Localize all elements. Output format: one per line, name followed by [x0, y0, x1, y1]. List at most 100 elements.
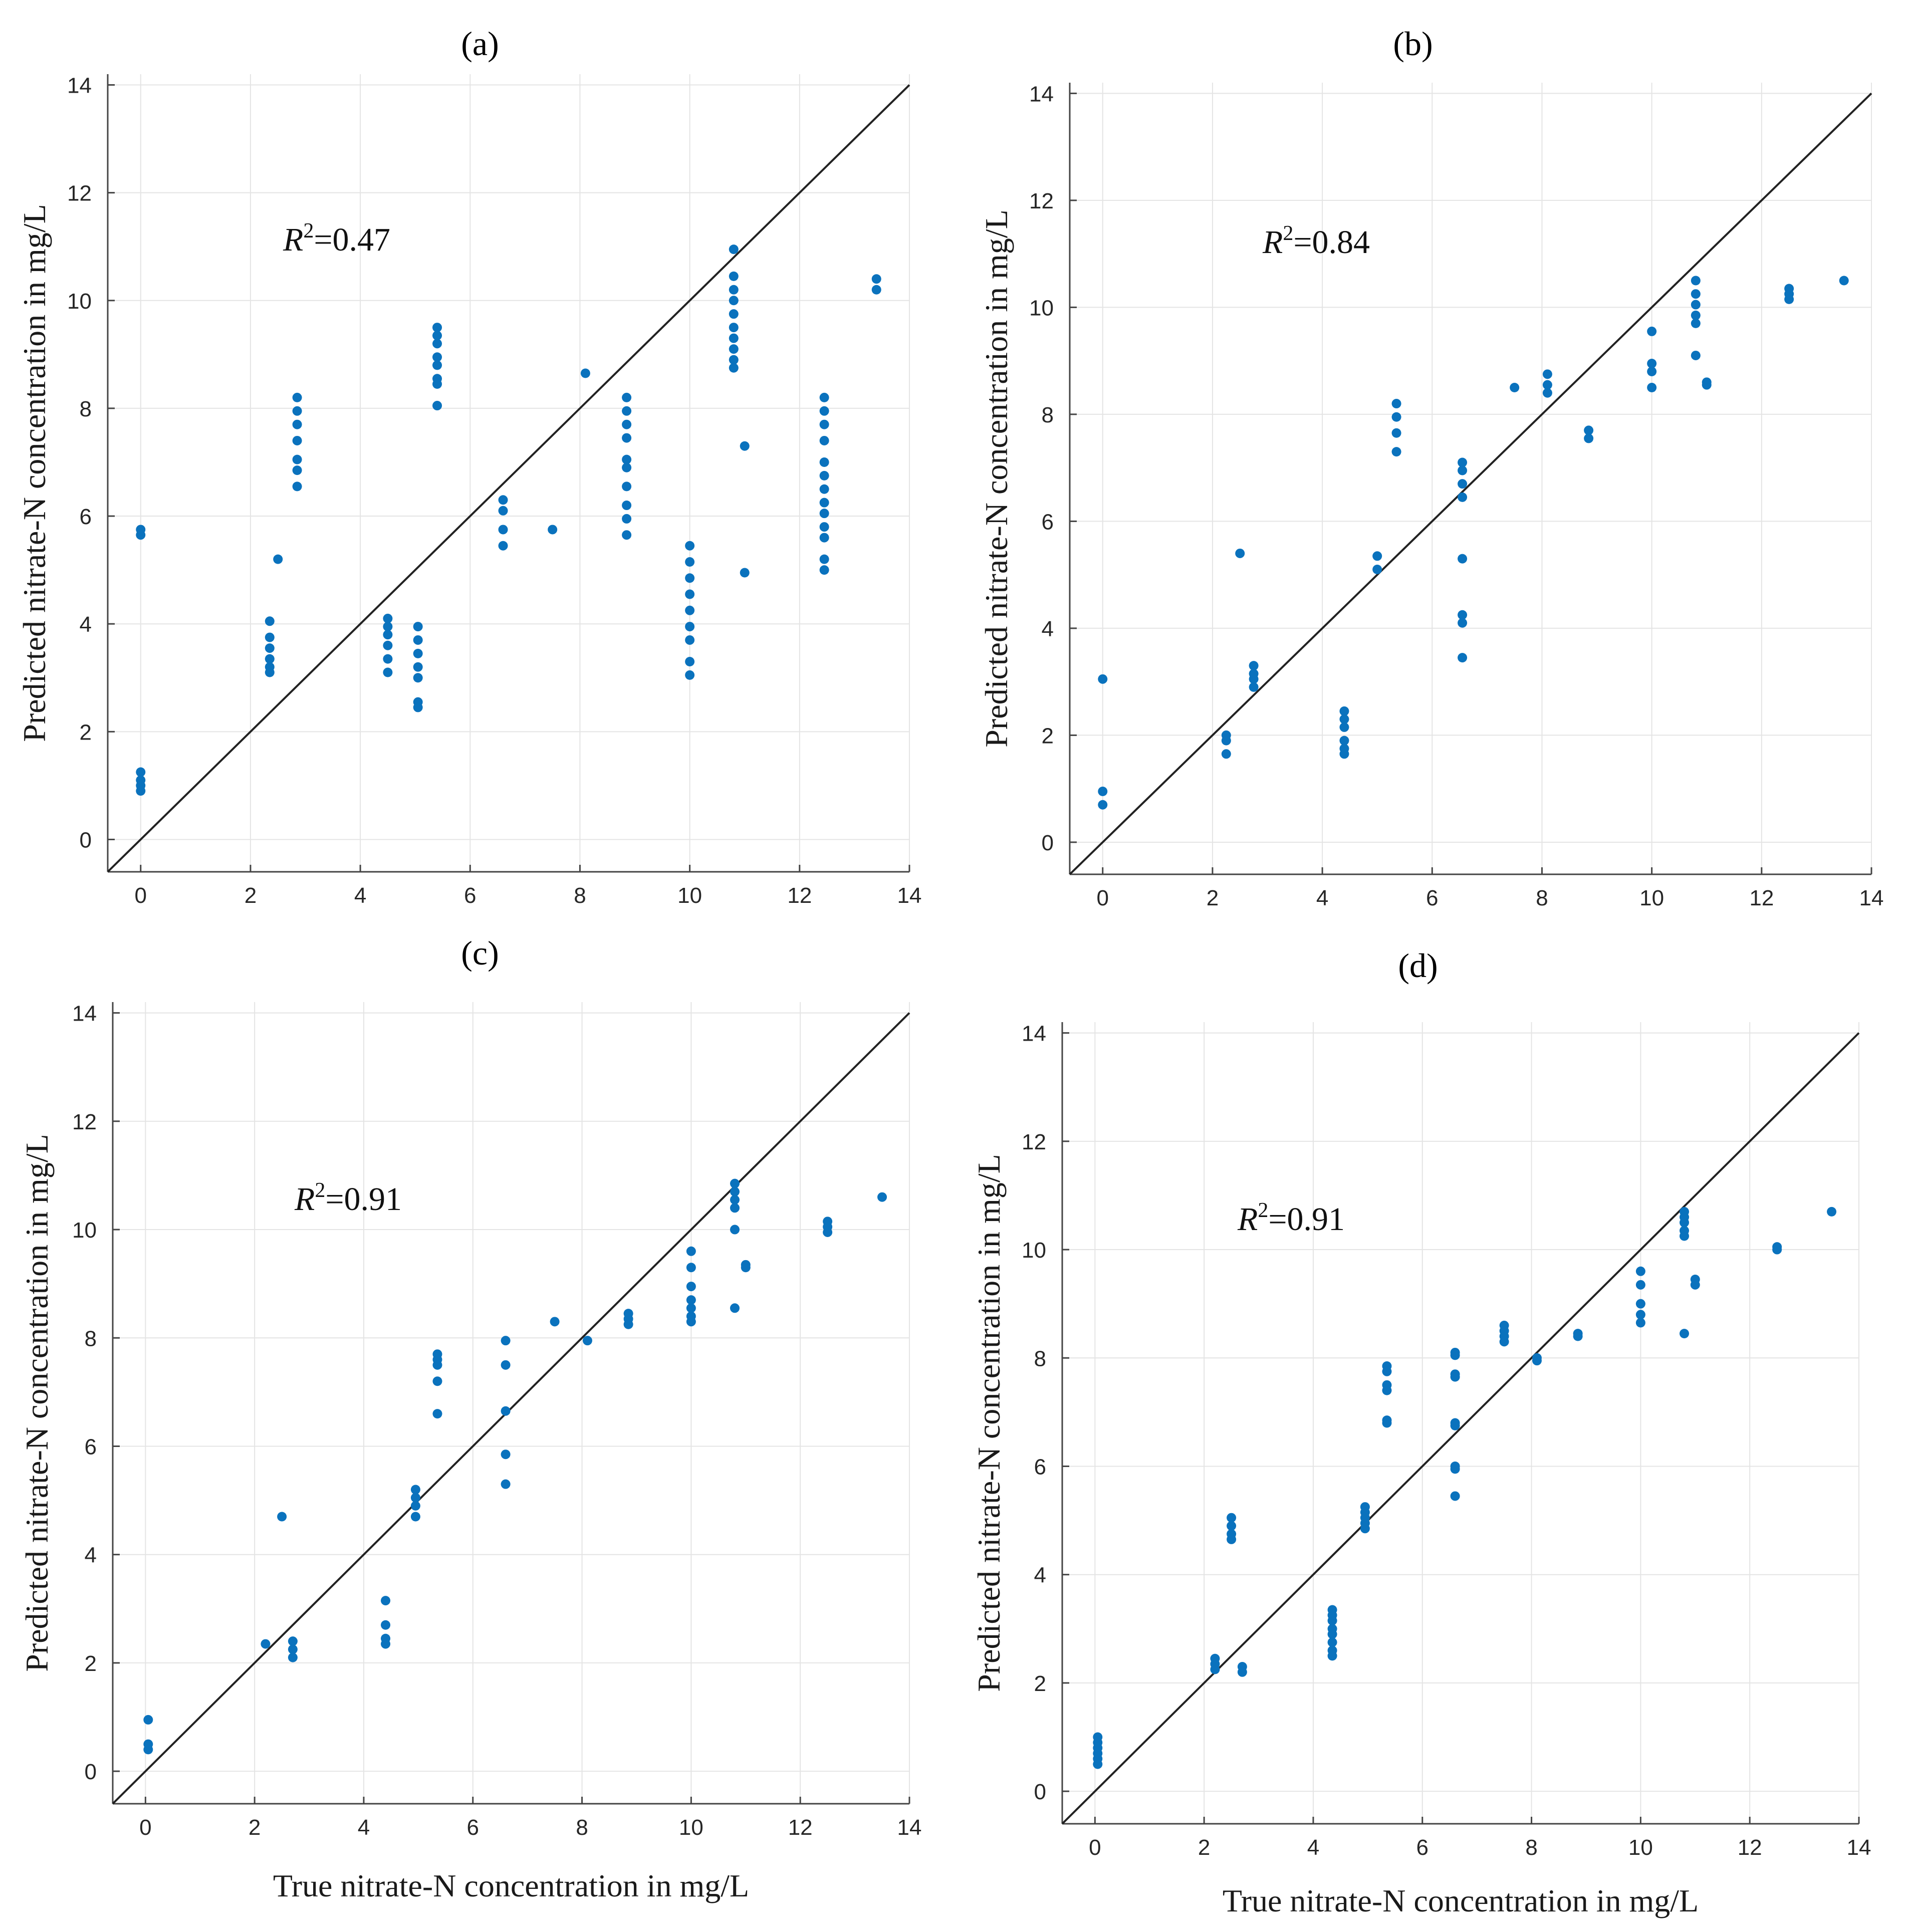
- y-tick-label: 10: [1029, 296, 1054, 320]
- data-point: [292, 392, 302, 402]
- data-point: [550, 1317, 560, 1327]
- data-point: [819, 419, 829, 429]
- x-tick-label: 10: [1628, 1835, 1653, 1860]
- data-point: [819, 565, 829, 575]
- x-tick-label: 10: [1639, 886, 1664, 910]
- data-point: [819, 522, 829, 532]
- data-point: [381, 1596, 391, 1606]
- y-tick-label: 4: [1034, 1563, 1046, 1588]
- data-point: [1499, 1337, 1509, 1347]
- y-axis-label: Predicted nitrate-N concentration in mg/…: [971, 1154, 1007, 1692]
- data-point: [1647, 366, 1657, 376]
- panel-title: (b): [1393, 25, 1433, 63]
- data-point: [1339, 749, 1349, 759]
- data-point: [1458, 554, 1468, 564]
- data-point: [1391, 428, 1401, 438]
- data-point: [1458, 492, 1468, 502]
- data-point: [622, 406, 632, 416]
- y-tick-label: 12: [1029, 189, 1054, 213]
- data-point: [1647, 383, 1657, 393]
- data-point: [1542, 380, 1552, 390]
- data-point: [381, 1639, 391, 1649]
- data-point: [136, 530, 146, 540]
- data-point: [686, 1282, 696, 1292]
- data-point: [580, 368, 590, 378]
- identity-line: [1061, 1032, 1860, 1825]
- panel-title: (c): [461, 934, 499, 972]
- y-axis-label: Predicted nitrate-N concentration in mg/…: [979, 209, 1014, 747]
- data-point: [498, 525, 508, 535]
- y-tick-label: 2: [1042, 723, 1054, 748]
- y-tick-label: 4: [1042, 617, 1054, 641]
- x-tick-label: 0: [1089, 1835, 1101, 1860]
- data-point: [432, 323, 442, 333]
- r2-value: =0.91: [325, 1181, 402, 1218]
- data-point: [729, 271, 739, 281]
- data-point: [265, 667, 275, 677]
- data-point: [1339, 714, 1349, 724]
- data-point: [819, 457, 829, 467]
- data-point: [265, 643, 275, 653]
- data-point: [383, 630, 393, 640]
- x-tick-label: 4: [358, 1815, 370, 1840]
- y-tick-label: 2: [85, 1651, 97, 1676]
- x-tick-label: 2: [1198, 1835, 1210, 1860]
- x-tick-label: 0: [1097, 886, 1109, 910]
- data-point: [1098, 800, 1108, 810]
- data-point: [622, 530, 632, 540]
- data-point: [413, 673, 423, 683]
- data-point: [1372, 564, 1382, 574]
- data-point: [730, 1186, 740, 1196]
- data-point: [823, 1227, 833, 1237]
- data-point: [1327, 1629, 1337, 1639]
- data-point: [877, 1192, 887, 1202]
- data-point: [729, 344, 739, 354]
- data-point: [413, 635, 423, 645]
- data-point: [410, 1485, 420, 1495]
- data-point: [1458, 465, 1468, 475]
- data-point: [730, 1178, 740, 1188]
- data-point: [1249, 674, 1259, 684]
- data-point: [685, 656, 695, 666]
- data-point: [1339, 722, 1349, 732]
- y-tick-label: 6: [80, 505, 92, 529]
- data-point: [1339, 736, 1349, 746]
- y-tick-label: 12: [67, 181, 92, 206]
- x-tick-label: 12: [1749, 886, 1774, 910]
- x-tick-label: 4: [1307, 1835, 1319, 1860]
- y-tick-label: 12: [72, 1110, 97, 1134]
- data-point: [741, 1263, 751, 1273]
- identity-line: [107, 84, 910, 873]
- data-point: [501, 1360, 511, 1370]
- y-tick-label: 2: [80, 720, 92, 745]
- data-point: [548, 525, 558, 535]
- y-tick-label: 14: [1029, 82, 1054, 106]
- data-point: [1391, 447, 1401, 457]
- x-tick-label: 8: [574, 883, 586, 908]
- r2-symbol: R: [1262, 224, 1283, 261]
- data-point: [729, 363, 739, 373]
- data-point: [383, 613, 393, 623]
- data-point: [622, 419, 632, 429]
- data-point: [1573, 1331, 1583, 1341]
- x-tick-label: 6: [467, 1815, 479, 1840]
- identity-line: [112, 1012, 910, 1805]
- r2-value: =0.84: [1293, 224, 1370, 261]
- data-point: [292, 406, 302, 416]
- r-squared-annotation: R2=0.84: [1262, 222, 1370, 261]
- data-point: [413, 662, 423, 672]
- data-point: [136, 767, 146, 777]
- data-point: [1532, 1356, 1542, 1366]
- data-point: [686, 1295, 696, 1305]
- data-point: [288, 1636, 298, 1646]
- data-point: [1542, 388, 1552, 398]
- r2-symbol: R: [283, 221, 303, 258]
- data-point: [685, 557, 695, 567]
- x-tick-label: 8: [1536, 886, 1548, 910]
- r-squared-annotation: R2=0.91: [294, 1179, 402, 1218]
- data-point: [1450, 1420, 1460, 1430]
- y-tick-label: 2: [1034, 1671, 1046, 1696]
- data-point: [622, 392, 632, 402]
- data-point: [265, 654, 275, 664]
